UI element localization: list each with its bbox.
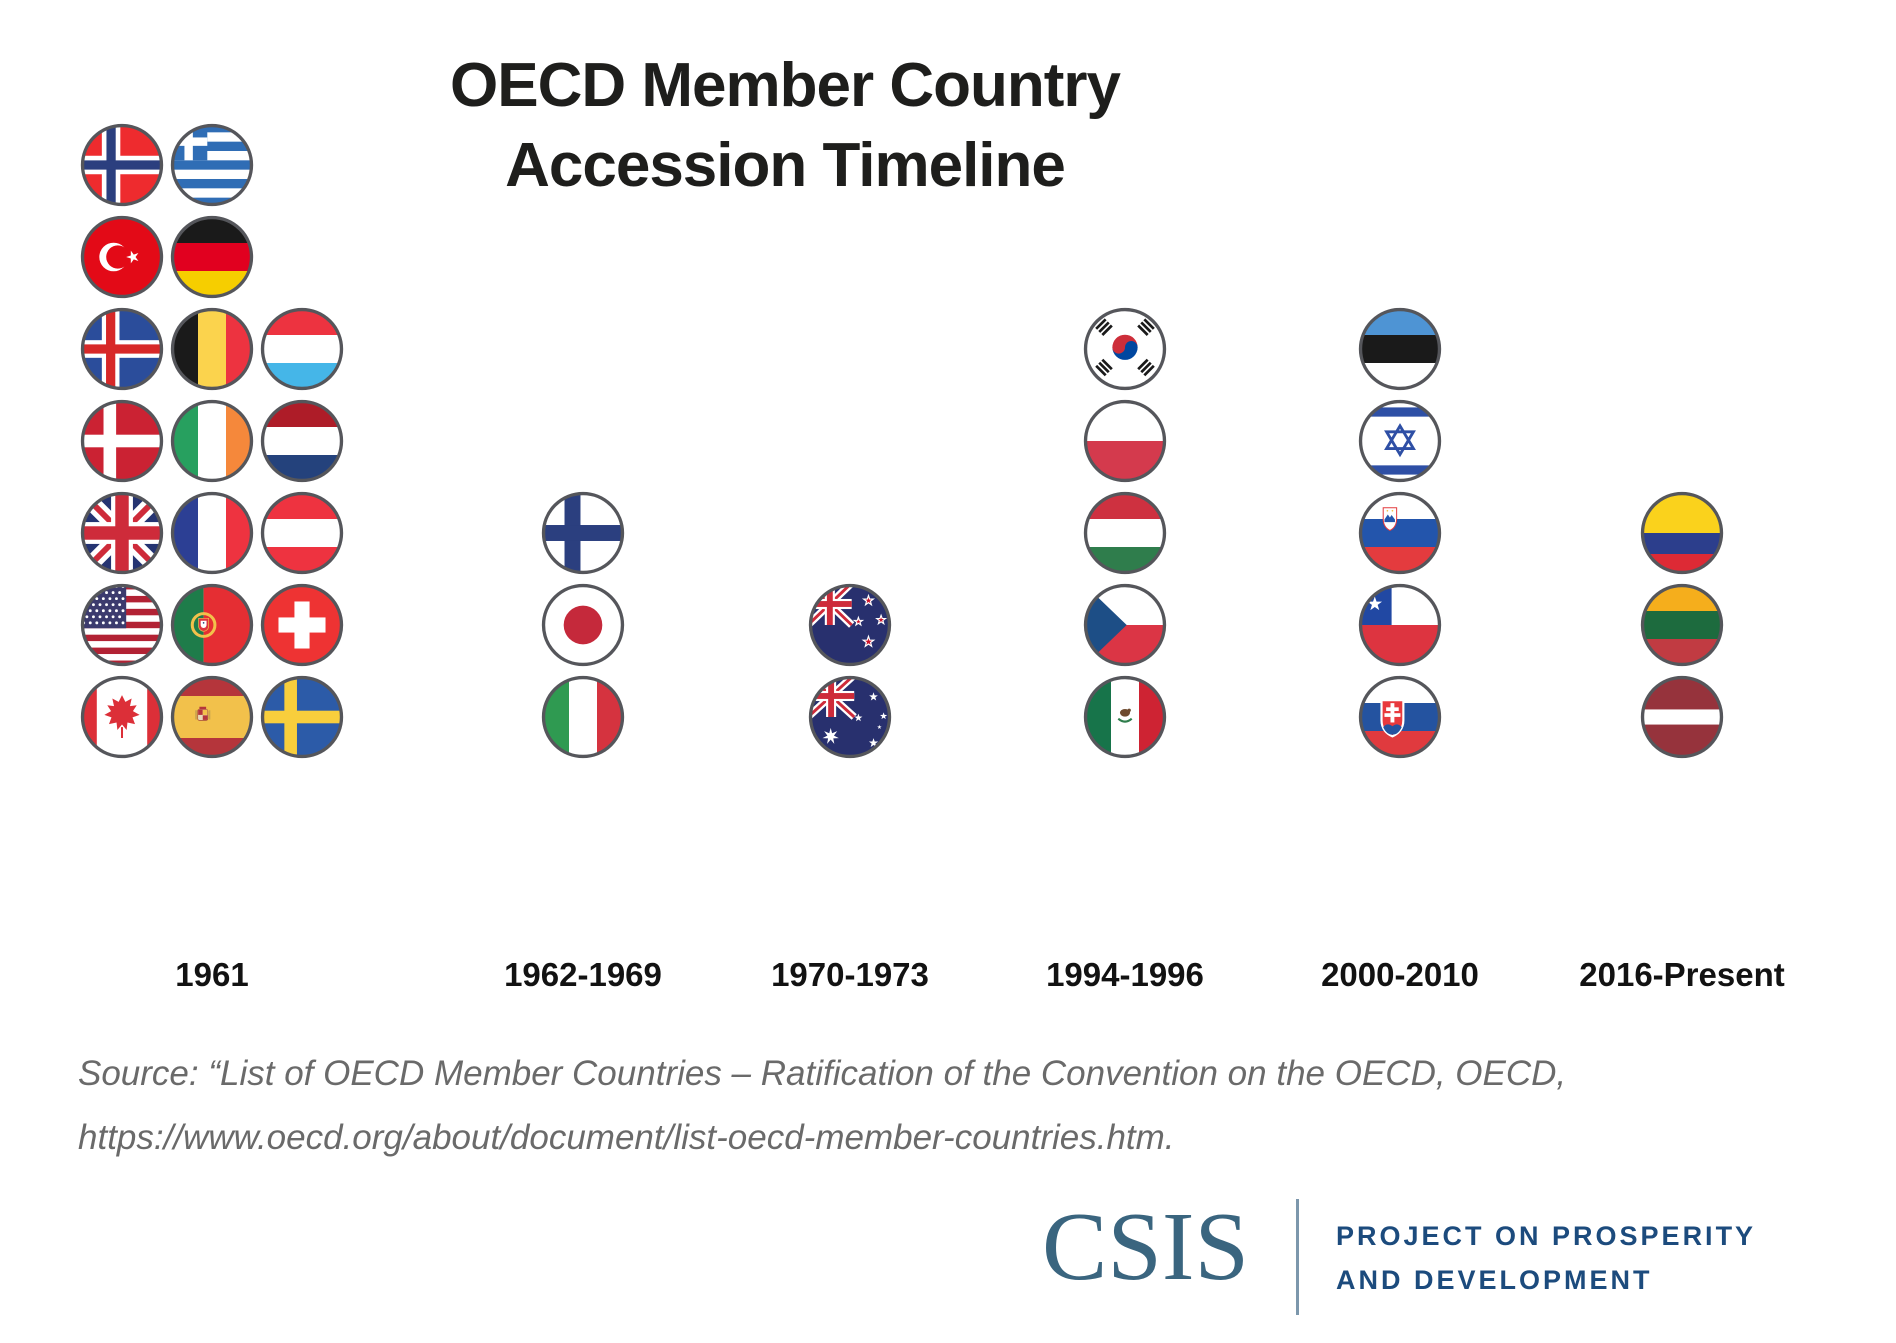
- portugal-flag-icon: [170, 583, 254, 667]
- colombia-flag-icon: [1640, 491, 1724, 575]
- ireland-flag-icon: [170, 399, 254, 483]
- luxembourg-flag-icon: [260, 307, 344, 391]
- israel-flag-icon: [1358, 399, 1442, 483]
- slovenia-flag-icon: [1358, 491, 1442, 575]
- italy-flag-icon: [541, 675, 625, 759]
- netherlands-flag-icon: [260, 399, 344, 483]
- czech-republic-flag-icon: [1083, 583, 1167, 667]
- greece-flag-icon: [170, 123, 254, 207]
- timeline-period-label-1962-1969: 1962-1969: [504, 956, 662, 993]
- united-kingdom-flag-icon: [80, 491, 164, 575]
- hungary-flag-icon: [1083, 491, 1167, 575]
- new-zealand-flag-icon: [808, 583, 892, 667]
- csis-logo: CSIS: [1042, 1193, 1250, 1301]
- timeline-period-label-2000-2010: 2000-2010: [1321, 956, 1479, 993]
- switzerland-flag-icon: [260, 583, 344, 667]
- page-title-line1: OECD Member Country: [450, 51, 1121, 120]
- program-name: PROJECT ON PROSPERITY AND DEVELOPMENT: [1336, 1214, 1756, 1302]
- japan-flag-icon: [541, 583, 625, 667]
- source-citation-line1: Source: “List of OECD Member Countries –…: [78, 1054, 1567, 1093]
- sweden-flag-icon: [260, 675, 344, 759]
- canada-flag-icon: [80, 675, 164, 759]
- germany-flag-icon: [170, 215, 254, 299]
- australia-flag-icon: [808, 675, 892, 759]
- united-states-flag-icon: [80, 583, 164, 667]
- timeline-period-label-1961: 1961: [175, 956, 249, 993]
- timeline-period-label-2016-present: 2016-Present: [1579, 956, 1785, 993]
- page-title-line2: Accession Timeline: [505, 131, 1066, 200]
- timeline-period-label-1970-1973: 1970-1973: [771, 956, 929, 993]
- source-citation: Source: “List of OECD Member Countries –…: [78, 1042, 1778, 1170]
- norway-flag-icon: [80, 123, 164, 207]
- timeline-period-label-1994-1996: 1994-1996: [1046, 956, 1204, 993]
- footer-divider: [1296, 1199, 1299, 1315]
- program-name-line1: PROJECT ON PROSPERITY: [1336, 1221, 1757, 1251]
- spain-flag-icon: [170, 675, 254, 759]
- slovakia-flag-icon: [1358, 675, 1442, 759]
- source-citation-line2: https://www.oecd.org/about/document/list…: [78, 1118, 1175, 1157]
- austria-flag-icon: [260, 491, 344, 575]
- finland-flag-icon: [541, 491, 625, 575]
- denmark-flag-icon: [80, 399, 164, 483]
- france-flag-icon: [170, 491, 254, 575]
- poland-flag-icon: [1083, 399, 1167, 483]
- turkey-flag-icon: [80, 215, 164, 299]
- accession-timeline-chart: 1961 1962-1969 1970-1973 1994-1996 2000-2010…: [80, 123, 1785, 993]
- south-korea-flag-icon: [1083, 307, 1167, 391]
- mexico-flag-icon: [1083, 675, 1167, 759]
- program-name-line2: AND DEVELOPMENT: [1336, 1265, 1653, 1295]
- belgium-flag-icon: [170, 307, 254, 391]
- estonia-flag-icon: [1358, 307, 1442, 391]
- iceland-flag-icon: [80, 307, 164, 391]
- latvia-flag-icon: [1640, 675, 1724, 759]
- chile-flag-icon: [1358, 583, 1442, 667]
- page-title: OECD Member Country Accession Timeline: [0, 46, 1570, 206]
- lithuania-flag-icon: [1640, 583, 1724, 667]
